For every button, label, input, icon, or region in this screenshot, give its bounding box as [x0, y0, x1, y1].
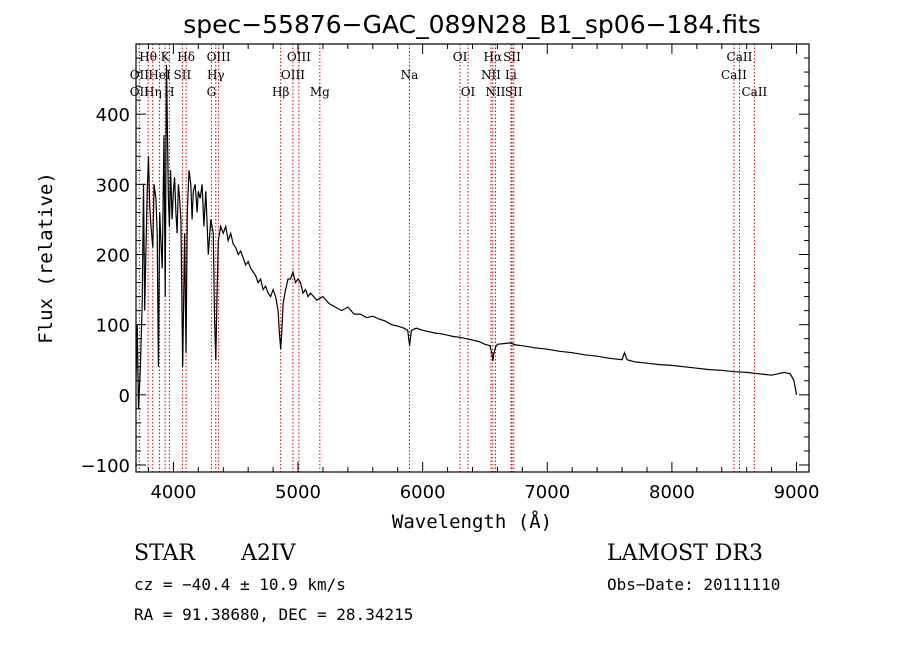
- y-tick-label: 0: [119, 386, 130, 407]
- spectral-line-label: SII: [505, 85, 523, 99]
- y-tick-label: 400: [96, 105, 130, 126]
- spectral-line-label: Na: [401, 68, 419, 82]
- spectral-line-label: Hβ: [272, 85, 289, 99]
- object-class: STAR: [134, 541, 196, 566]
- spectral-line-label: CaII: [727, 50, 753, 64]
- chart-title: spec−55876−GAC_089N28_B1_sp06−184.fits: [183, 10, 761, 39]
- spectral-line-label: Hδ: [177, 50, 195, 64]
- y-tick-label: 300: [96, 175, 130, 196]
- survey-name: LAMOST DR3: [607, 541, 763, 566]
- x-axis-label: Wavelength (Å): [392, 510, 552, 533]
- y-tick-label: −100: [81, 456, 130, 477]
- plot-frame: [135, 43, 810, 473]
- spectral-line-label: K: [161, 50, 171, 64]
- y-tick-label: 100: [96, 316, 130, 337]
- y-axis: −100 0 100 200 300 400: [81, 57, 809, 477]
- x-tick-label: 9000: [774, 482, 820, 503]
- spectral-line-label: OIII: [287, 50, 311, 64]
- spectral-line-label: NII: [485, 85, 505, 99]
- x-tick-label: 4000: [150, 482, 196, 503]
- subclass: A2IV: [240, 541, 297, 566]
- redshift-cz: cz = −40.4 ± 10.9 km/s: [134, 575, 346, 594]
- spectral-line-label: Hγ: [207, 68, 225, 82]
- spectral-line-label: SII: [503, 50, 521, 64]
- spectral-line-label: HeI: [148, 68, 171, 82]
- x-tick-label: 8000: [649, 482, 695, 503]
- spectral-line-label: OII: [130, 68, 150, 82]
- spectral-line-label: OIII: [281, 68, 305, 82]
- spectral-line-label: Hθ: [139, 50, 157, 64]
- spectral-line-label: NII: [481, 68, 501, 82]
- spectral-line-label: CaII: [741, 85, 767, 99]
- spectral-line-label: G: [207, 85, 217, 99]
- spectral-line-label: OIII: [207, 50, 231, 64]
- spectral-line-label: SII: [174, 68, 192, 82]
- spectral-line-label: Li: [505, 68, 517, 82]
- spectral-line-label: Hα: [484, 50, 503, 64]
- x-tick-label: 6000: [400, 482, 446, 503]
- spectral-line-label: OI: [461, 85, 476, 99]
- spectral-line-label: Hη: [144, 85, 162, 99]
- spectral-line-markers: [138, 44, 755, 472]
- y-axis-label: Flux (relative): [35, 172, 57, 344]
- y-tick-label: 200: [96, 245, 130, 266]
- spectrum-line: [136, 64, 798, 409]
- spectral-line-label: Mg: [310, 85, 330, 99]
- x-tick-label: 5000: [275, 482, 321, 503]
- x-axis: 4000 5000 6000 7000 8000 9000: [147, 44, 820, 503]
- spectral-line-label: H: [164, 85, 174, 99]
- spectral-line-label: OII: [130, 85, 150, 99]
- spectral-line-label: CaII: [721, 68, 747, 82]
- obs-date: Obs−Date: 20111110: [607, 575, 780, 594]
- spectral-line-label: OI: [453, 50, 468, 64]
- ra-dec: RA = 91.38680, DEC = 28.34215: [134, 605, 413, 624]
- x-tick-label: 7000: [524, 482, 570, 503]
